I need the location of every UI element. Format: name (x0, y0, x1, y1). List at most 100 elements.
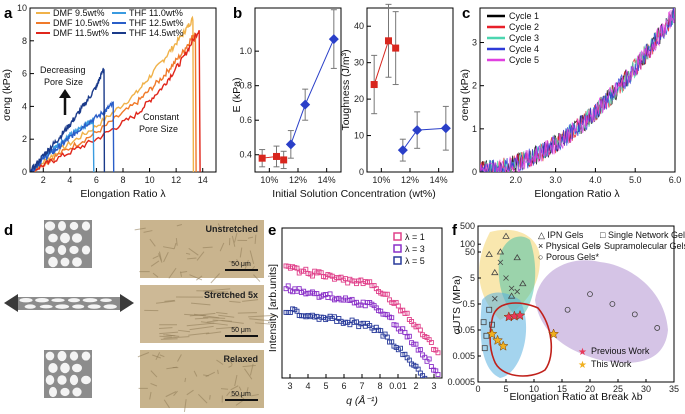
legend-label: Cycle 3 (509, 33, 539, 43)
saxs-point (378, 328, 384, 334)
xtick-label: 12% (401, 175, 419, 185)
ytick-label: 0.0005 (447, 377, 475, 387)
saxs-point (395, 303, 401, 309)
texture-fiber (219, 242, 225, 252)
pore (103, 304, 117, 309)
texture-fiber (187, 257, 197, 260)
texture-fiber (230, 385, 239, 391)
pore (48, 233, 58, 243)
pore (69, 245, 79, 255)
texture-fiber (188, 247, 199, 256)
ytick-label: 10 (17, 3, 27, 13)
legend-previous-work: Previous Work (591, 346, 650, 356)
xtick-label: 0.01 (389, 381, 407, 391)
texture-fiber (186, 389, 194, 396)
ytick-label: 1 (472, 124, 477, 134)
data-point-square (392, 44, 400, 52)
pore (48, 256, 58, 268)
pore (57, 375, 67, 385)
panel-f-points (480, 232, 661, 352)
texture-fiber (152, 354, 161, 359)
texture-fiber (184, 377, 187, 383)
pore (69, 221, 79, 231)
xtick-label: 6.0 (669, 175, 682, 185)
texture-fiber (160, 338, 178, 340)
xtick-label: 3.0 (549, 175, 562, 185)
scalebar-2: 50 μm (231, 327, 251, 334)
pore-image-unstretched (44, 220, 92, 268)
texture-fiber (159, 327, 173, 330)
micrograph-unstretched: Unstretched 50 μm (134, 220, 264, 284)
legend-label: DMF 9.5wt% (53, 8, 105, 18)
texture-fiber (254, 234, 257, 244)
physical-marker (492, 295, 498, 302)
data-point-diamond (440, 123, 451, 134)
texture-fiber (149, 238, 156, 247)
panel-a-legend: DMF 9.5wt%DMF 10.5wt%DMF 11.5wt% THF 11.0… (36, 8, 184, 38)
texture-fiber (203, 288, 231, 292)
texture-fiber (235, 400, 244, 406)
texture-fiber (228, 365, 233, 368)
ipn-marker (519, 279, 527, 287)
legend-label: THF 11.0wt% (129, 8, 183, 18)
panel-e-ylabel: Intensity [arb.units] (267, 264, 279, 352)
xtick-label: 2 (413, 381, 418, 391)
xtick-label: 12 (171, 175, 181, 185)
panel-letter-c: c (462, 5, 470, 22)
saxs-point (294, 265, 300, 271)
texture-fiber (195, 275, 203, 281)
ipn-marker (485, 250, 493, 257)
saxs-point (425, 382, 429, 386)
texture-fiber (152, 272, 159, 278)
texture-fiber (178, 329, 191, 333)
saxs-point (436, 393, 440, 397)
saxs-point (426, 356, 432, 362)
texture-fiber (202, 316, 226, 319)
xtick-label: 8 (120, 175, 125, 185)
data-point-diamond (328, 34, 339, 45)
texture-fiber (216, 326, 238, 330)
physical-marker (503, 275, 509, 281)
texture-fiber (205, 371, 216, 378)
texture-fiber (150, 260, 160, 267)
ytick-label: 0.5 (462, 299, 475, 309)
texture-fiber (159, 354, 165, 358)
series-line (402, 127, 446, 151)
ytick-label: 500 (460, 221, 475, 231)
texture-fiber (226, 391, 231, 397)
star-marker (548, 328, 560, 339)
label-relaxed: Relaxed (223, 354, 258, 364)
data-point-square (280, 156, 288, 164)
legend-label: THF 14.5wt% (129, 28, 184, 38)
ytick-label: 1.0 (239, 46, 252, 56)
pore (82, 298, 98, 303)
texture-fiber (155, 352, 161, 361)
texture-fiber (221, 320, 244, 324)
pore (44, 221, 56, 231)
texture-fiber (189, 312, 216, 317)
texture-fiber (166, 334, 180, 337)
texture-fiber (180, 270, 188, 273)
double-arrow-icon (4, 294, 134, 312)
texture-fiber (159, 335, 172, 338)
texture-fiber (217, 223, 222, 229)
panel-b-right-axes (366, 7, 454, 173)
xtick-label: 10 (529, 384, 539, 394)
texture-fiber (188, 332, 210, 336)
xtick-label: 3 (431, 381, 436, 391)
panel-c-xlabel: Elongation Ratio λ (534, 188, 620, 200)
pore (60, 362, 70, 374)
physical-marker (497, 259, 504, 266)
legend-this-work: This Work (591, 359, 632, 369)
saxs-point (398, 345, 404, 351)
texture-fiber (165, 391, 177, 398)
texture-fiber (249, 363, 254, 376)
texture-fiber (234, 374, 238, 387)
texture-fiber (152, 255, 159, 259)
texture-fiber (173, 390, 178, 397)
pore (57, 244, 67, 256)
texture-fiber (189, 325, 214, 331)
micrograph-relaxed: Relaxed 50 μm (137, 350, 264, 412)
cycle-curve (480, 8, 675, 172)
